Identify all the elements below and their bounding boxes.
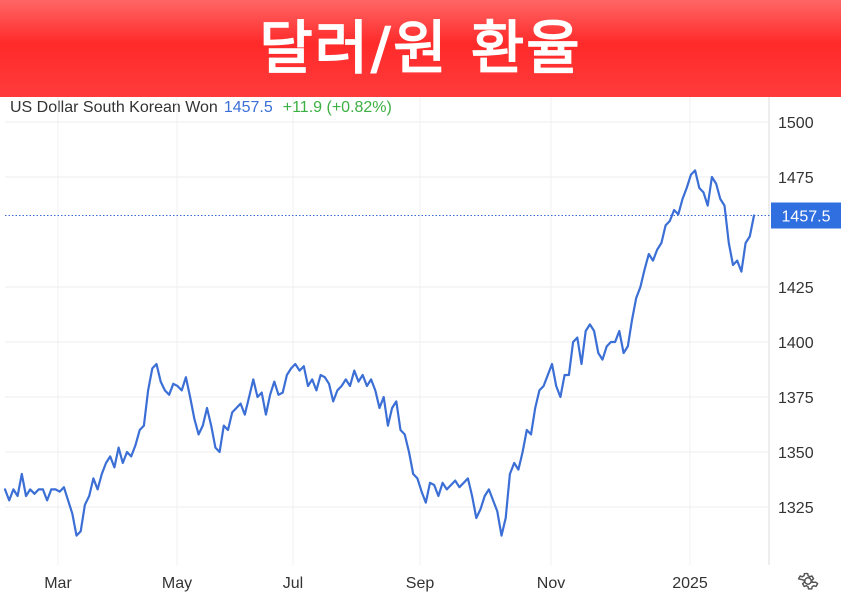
x-tick-label: 2025 [672, 575, 708, 592]
last-price: 1457.5 [223, 99, 273, 116]
chart-header: US Dollar South Korean Won 1457.5 +11.9 (+… [10, 97, 392, 119]
y-tick-label: 1425 [778, 280, 814, 297]
y-tick-label: 1400 [778, 335, 814, 352]
x-tick-label: Mar [44, 575, 72, 592]
series-line [3, 169, 756, 537]
current-price-label: 1457.5 [782, 209, 831, 226]
x-tick-label: Jul [283, 575, 303, 592]
current-price-tag [771, 202, 841, 229]
y-tick-label: 1375 [778, 390, 814, 407]
banner-title: 달러/원 환율 [259, 14, 582, 82]
title-banner: 달러/원 환율 [0, 0, 841, 97]
y-tick-label: 1325 [778, 500, 814, 517]
gear-icon[interactable] [797, 570, 819, 592]
x-tick-label: Sep [406, 575, 435, 592]
x-tick-label: Nov [537, 575, 565, 592]
price-change: +11.9 (+0.82%) [282, 99, 392, 116]
y-tick-label: 1475 [778, 170, 814, 187]
y-tick-label: 1500 [778, 115, 814, 132]
instrument-name: US Dollar South Korean Won [10, 99, 218, 116]
y-tick-label: 1350 [778, 445, 814, 462]
x-tick-label: May [162, 575, 192, 592]
